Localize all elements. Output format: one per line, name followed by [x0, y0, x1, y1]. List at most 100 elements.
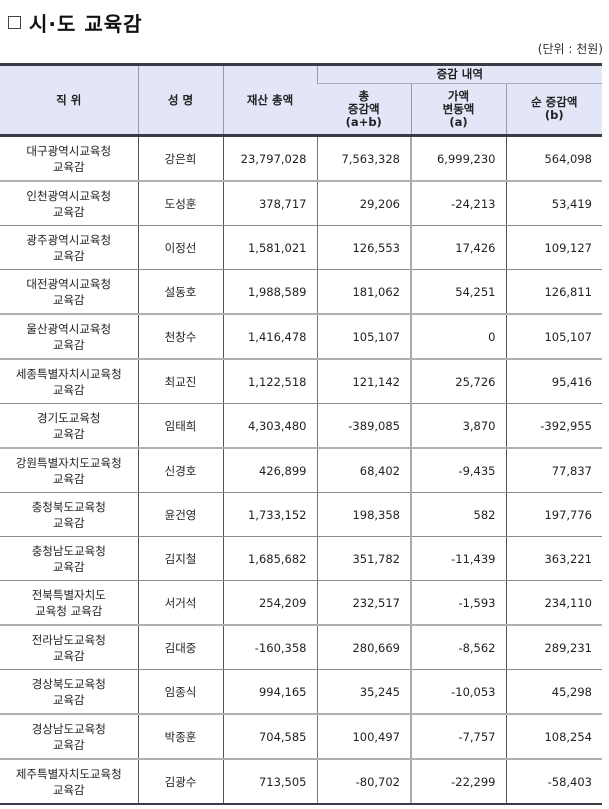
header-name: 성 명	[137, 63, 223, 137]
cell-position: 경기도교육청 교육감	[0, 403, 138, 449]
table-row: 충청북도교육청 교육감 윤건영 1,733,152 198,358 582 197,776	[0, 492, 602, 537]
cell-net-change: 197,776	[505, 492, 602, 537]
header-total-assets: 재산 총액	[222, 63, 317, 137]
cell-total-change: 126,553	[316, 225, 411, 270]
cell-net-change: 109,127	[505, 225, 602, 270]
cell-total-change: 181,062	[316, 269, 411, 315]
cell-total-assets: 704,585	[222, 714, 317, 760]
cell-name: 신경호	[137, 448, 223, 493]
cell-position: 세종특별자치시교육청 교육감	[0, 359, 138, 404]
cell-position: 광주광역시교육청 교육감	[0, 225, 138, 270]
cell-name: 도성훈	[137, 181, 223, 226]
cell-total-change: 121,142	[316, 359, 411, 404]
cell-name: 김지철	[137, 536, 223, 581]
cell-position: 경상남도교육청 교육감	[0, 714, 138, 760]
cell-name: 천창수	[137, 314, 223, 360]
position-line-1: 충청남도교육청	[31, 543, 106, 558]
cell-name: 김광수	[137, 759, 223, 805]
cell-name: 임태희	[137, 403, 223, 449]
cell-position: 충청남도교육청 교육감	[0, 536, 138, 581]
cell-net-change: 564,098	[505, 135, 602, 182]
cell-value-change: 54,251	[410, 269, 506, 315]
position-line-1: 경기도교육청	[37, 410, 101, 425]
header-text: 총	[358, 88, 370, 103]
table-row: 전북특별자치도 교육청 교육감 서거석 254,209 232,517 -1,593 234…	[0, 580, 602, 626]
cell-total-assets: 1,122,518	[222, 359, 317, 404]
position-line-2: 교육감	[52, 648, 85, 663]
header-value-change: 가액 변동액 (a)	[410, 83, 506, 137]
cell-position: 강원특별자치도교육청 교육감	[0, 448, 138, 493]
position-line-1: 강원특별자치도교육청	[15, 455, 122, 470]
cell-name: 서거석	[137, 580, 223, 626]
table-row: 경기도교육청 교육감 임태희 4,303,480 -389,085 3,870 -392,9…	[0, 403, 602, 449]
cell-position: 경상북도교육청 교육감	[0, 669, 138, 715]
cell-total-assets: 23,797,028	[222, 135, 317, 182]
cell-total-assets: 4,303,480	[222, 403, 317, 449]
header-text: (a)	[449, 114, 468, 129]
table-row: 울산광역시교육청 교육감 천창수 1,416,478 105,107 0 105,107	[0, 314, 602, 360]
table-row: 제주특별자치도교육청 교육감 김광수 713,505 -80,702 -22,299 -58…	[0, 759, 602, 805]
cell-value-change: -22,299	[410, 759, 506, 805]
cell-value-change: 3,870	[410, 403, 506, 449]
position-line-2: 교육감	[52, 204, 85, 219]
table-row: 광주광역시교육청 교육감 이정선 1,581,021 126,553 17,426 109,…	[0, 225, 602, 270]
position-line-2: 교육감	[52, 292, 85, 307]
cell-total-assets: 1,685,682	[222, 536, 317, 581]
position-line-2: 교육감	[52, 159, 85, 174]
cell-position: 제주특별자치도교육청 교육감	[0, 759, 138, 805]
header-total-change: 총 증감액 (a+b)	[317, 83, 411, 137]
position-line-1: 제주특별자치도교육청	[15, 766, 122, 781]
position-line-2: 교육감	[52, 471, 85, 486]
position-line-2: 교육감	[52, 426, 85, 441]
cell-net-change: 234,110	[505, 580, 602, 626]
cell-value-change: -7,757	[410, 714, 506, 760]
header-text: (b)	[544, 108, 564, 122]
table-row: 경상남도교육청 교육감 박종훈 704,585 100,497 -7,757 108,254	[0, 714, 602, 760]
cell-total-assets: 1,581,021	[222, 225, 317, 270]
position-line-2: 교육감	[52, 382, 85, 397]
cell-value-change: 0	[410, 314, 506, 360]
position-line-1: 경상북도교육청	[31, 676, 106, 691]
cell-total-change: 100,497	[316, 714, 411, 760]
table-row: 인천광역시교육청 교육감 도성훈 378,717 29,206 -24,213 53,419	[0, 181, 602, 226]
header-position: 직 위	[0, 63, 138, 137]
position-line-2: 교육감	[52, 692, 85, 707]
position-line-1: 세종특별자치시교육청	[15, 366, 122, 381]
position-line-2: 교육감	[52, 515, 85, 530]
cell-net-change: 108,254	[505, 714, 602, 760]
checkbox-square-icon	[8, 16, 21, 29]
cell-total-change: 29,206	[316, 181, 411, 226]
cell-value-change: -9,435	[410, 448, 506, 493]
cell-position: 인천광역시교육청 교육감	[0, 181, 138, 226]
cell-value-change: -8,562	[410, 625, 506, 670]
cell-total-change: 68,402	[316, 448, 411, 493]
position-line-1: 인천광역시교육청	[26, 188, 112, 203]
cell-net-change: 45,298	[505, 669, 602, 715]
cell-net-change: 126,811	[505, 269, 602, 315]
cell-net-change: -58,403	[505, 759, 602, 805]
cell-value-change: -1,593	[410, 580, 506, 626]
position-line-2: 교육청 교육감	[35, 603, 103, 618]
cell-total-change: 7,563,328	[316, 135, 411, 182]
cell-total-assets: 1,988,589	[222, 269, 317, 315]
position-line-1: 충청북도교육청	[31, 499, 106, 514]
cell-total-change: -389,085	[316, 403, 411, 449]
cell-name: 김대중	[137, 625, 223, 670]
cell-name: 윤건영	[137, 492, 223, 537]
position-line-2: 교육감	[52, 559, 85, 574]
cell-total-change: 105,107	[316, 314, 411, 360]
cell-total-assets: 254,209	[222, 580, 317, 626]
cell-net-change: 53,419	[505, 181, 602, 226]
position-line-2: 교육감	[52, 737, 85, 752]
cell-position: 울산광역시교육청 교육감	[0, 314, 138, 360]
cell-value-change: 6,999,230	[410, 135, 506, 182]
section-title-text: 시·도 교육감	[29, 12, 143, 36]
cell-net-change: 363,221	[505, 536, 602, 581]
table-row: 경상북도교육청 교육감 임종식 994,165 35,245 -10,053 45,298	[0, 669, 602, 715]
table-row: 강원특별자치도교육청 교육감 신경호 426,899 68,402 -9,435 77,83…	[0, 448, 602, 493]
cell-net-change: 105,107	[505, 314, 602, 360]
header-text: 변동액	[442, 101, 475, 116]
cell-net-change: 289,231	[505, 625, 602, 670]
cell-position: 전라남도교육청 교육감	[0, 625, 138, 670]
cell-total-change: -80,702	[316, 759, 411, 805]
